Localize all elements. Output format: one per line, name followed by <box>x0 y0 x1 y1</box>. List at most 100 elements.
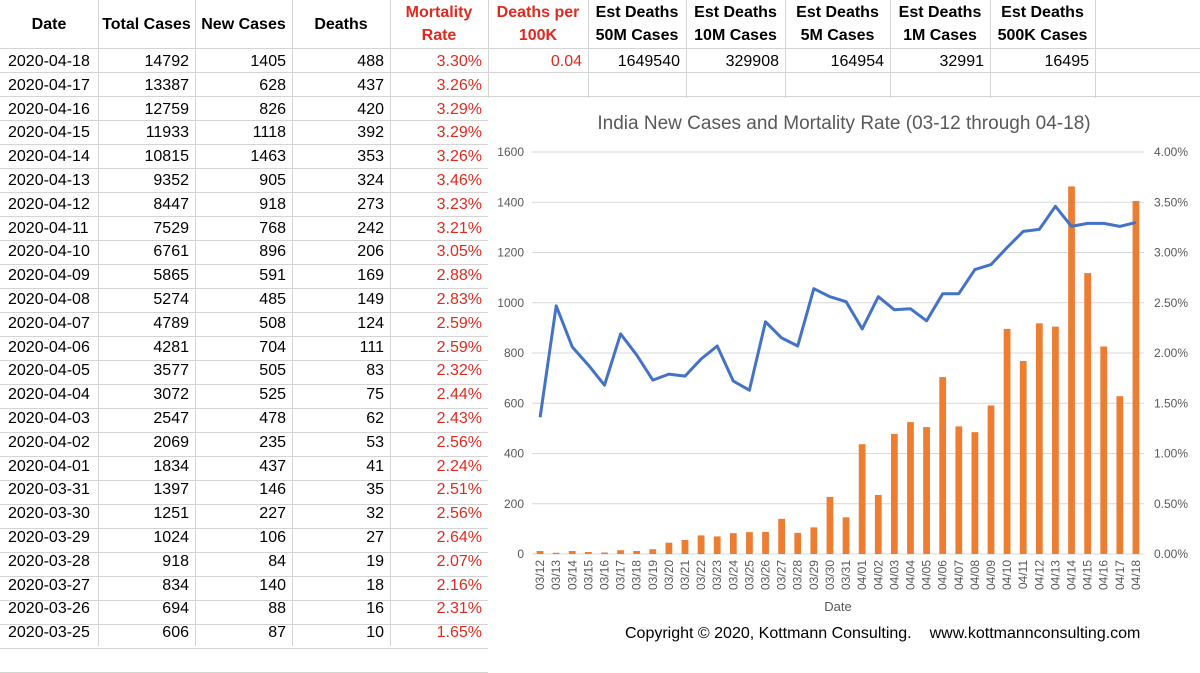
cell-date: 2020-04-02 <box>0 431 98 455</box>
bar-new-cases <box>537 551 544 554</box>
bar-new-cases <box>714 536 721 554</box>
x-tick-label: 03/29 <box>807 560 821 590</box>
cell-date: 2020-04-03 <box>0 407 98 431</box>
bar-new-cases <box>666 543 673 554</box>
cell-rate: 2.16% <box>390 574 488 598</box>
x-tick-label: 03/13 <box>549 560 563 590</box>
cell-deaths: 27 <box>292 526 390 550</box>
cell-new: 227 <box>195 502 292 526</box>
bar-new-cases <box>1052 327 1059 554</box>
cell-total: 4281 <box>98 336 195 360</box>
x-tick-label: 04/15 <box>1081 560 1095 590</box>
y2-tick-label: 4.00% <box>1154 145 1188 159</box>
cell-deaths: 16 <box>292 597 390 621</box>
cell-new: 505 <box>195 359 292 383</box>
bar-new-cases <box>810 527 817 554</box>
cell-rate: 2.56% <box>390 431 488 455</box>
cell-deaths: 242 <box>292 217 390 241</box>
cell-deaths: 149 <box>292 288 390 312</box>
cell-date: 2020-04-16 <box>0 98 98 122</box>
x-tick-label: 04/06 <box>936 560 950 590</box>
cell-total: 694 <box>98 597 195 621</box>
x-tick-label: 04/18 <box>1129 560 1143 590</box>
cell-deaths: 437 <box>292 74 390 98</box>
cell-deaths: 19 <box>292 550 390 574</box>
cell-total: 10815 <box>98 145 195 169</box>
bar-new-cases <box>1004 329 1011 554</box>
bar-new-cases <box>633 551 640 554</box>
cell-total: 1251 <box>98 502 195 526</box>
cell-total: 5865 <box>98 264 195 288</box>
bar-new-cases <box>923 427 930 554</box>
x-tick-label: 03/23 <box>710 560 724 590</box>
cell-date: 2020-04-10 <box>0 240 98 264</box>
cell-deaths: 35 <box>292 478 390 502</box>
bar-new-cases <box>972 432 979 554</box>
cell-rate: 3.46% <box>390 169 488 193</box>
x-tick-label: 03/19 <box>646 560 660 590</box>
cell-date: 2020-03-29 <box>0 526 98 550</box>
x-tick-label: 04/14 <box>1065 560 1079 590</box>
cell-deaths: 111 <box>292 336 390 360</box>
x-tick-label: 04/04 <box>903 560 917 590</box>
cell-new: 140 <box>195 574 292 598</box>
cell-date: 2020-04-06 <box>0 336 98 360</box>
y-tick-label: 1200 <box>497 246 524 260</box>
cell-total: 4789 <box>98 312 195 336</box>
bar-new-cases <box>794 533 801 554</box>
cell-total: 6761 <box>98 240 195 264</box>
cell-total: 12759 <box>98 98 195 122</box>
y-tick-label: 0 <box>517 547 524 561</box>
x-tick-label: 03/27 <box>775 560 789 590</box>
row-divider <box>0 48 1200 49</box>
cell-total: 1024 <box>98 526 195 550</box>
y2-tick-label: 3.00% <box>1154 246 1188 260</box>
x-tick-label: 03/28 <box>791 560 805 590</box>
x-tick-label: 04/05 <box>920 560 934 590</box>
bar-new-cases <box>907 422 914 554</box>
row-divider <box>0 648 488 649</box>
x-tick-label: 04/12 <box>1032 560 1046 590</box>
cell-date: 2020-04-11 <box>0 217 98 241</box>
bar-new-cases <box>955 426 962 554</box>
bar-new-cases <box>875 495 882 554</box>
cell-date: 2020-04-05 <box>0 359 98 383</box>
cell-date: 2020-04-17 <box>0 74 98 98</box>
cell-date: 2020-03-26 <box>0 597 98 621</box>
cell-new: 106 <box>195 526 292 550</box>
cell-rate: 2.24% <box>390 455 488 479</box>
cell-rate: 3.21% <box>390 217 488 241</box>
cell-deaths: 392 <box>292 121 390 145</box>
cell-total: 834 <box>98 574 195 598</box>
cell-rate: 2.59% <box>390 336 488 360</box>
x-tick-label: 04/13 <box>1048 560 1062 590</box>
cell-rate: 1.65% <box>390 621 488 645</box>
cell-rate: 3.26% <box>390 145 488 169</box>
cell-total: 7529 <box>98 217 195 241</box>
cell-rate: 2.43% <box>390 407 488 431</box>
footer-url[interactable]: www.kottmannconsulting.com <box>930 625 1141 642</box>
x-tick-label: 03/14 <box>565 560 579 590</box>
bar-new-cases <box>843 517 850 554</box>
bar-new-cases <box>585 552 592 554</box>
cell-deaths: 53 <box>292 431 390 455</box>
bar-new-cases <box>1068 186 1075 554</box>
cell-new: 1463 <box>195 145 292 169</box>
x-tick-label: 04/10 <box>1000 560 1014 590</box>
header-deaths: Deaths <box>292 0 390 48</box>
cell-deaths: 18 <box>292 574 390 598</box>
cell-new: 918 <box>195 193 292 217</box>
cell-deaths: 206 <box>292 240 390 264</box>
chart-title: India New Cases and Mortality Rate (03-1… <box>597 113 1090 134</box>
y-tick-label: 400 <box>504 447 524 461</box>
bar-new-cases <box>1133 201 1140 554</box>
bar-new-cases <box>649 549 656 554</box>
cell-total: 5274 <box>98 288 195 312</box>
bar-new-cases <box>1116 396 1123 554</box>
cell-new: 1118 <box>195 121 292 145</box>
chart[interactable]: India New Cases and Mortality Rate (03-1… <box>488 98 1200 620</box>
cell-deaths: 124 <box>292 312 390 336</box>
bar-new-cases <box>827 497 834 554</box>
